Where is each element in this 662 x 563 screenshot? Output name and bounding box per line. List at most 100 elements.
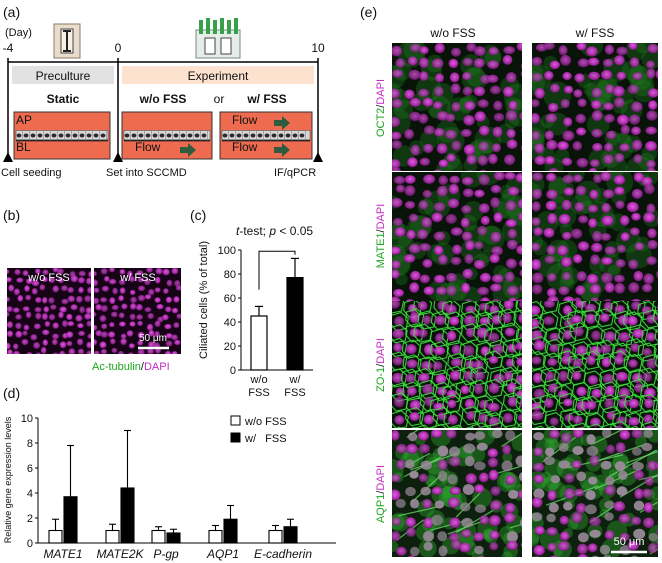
- nucleus: [165, 306, 172, 313]
- nucleus: [435, 333, 444, 343]
- nucleus: [604, 246, 616, 255]
- cell-nucleus: [194, 133, 200, 138]
- nucleus: [478, 399, 489, 409]
- nucleus: [15, 322, 22, 330]
- nucleus: [135, 304, 143, 311]
- nucleus: [558, 45, 568, 56]
- tight-junction: [627, 368, 647, 388]
- nucleus: [67, 295, 76, 303]
- nucleus: [52, 322, 59, 329]
- nucleus: [587, 375, 599, 385]
- nucleus: [175, 285, 181, 291]
- tight-junction: [637, 342, 657, 362]
- nucleus: [42, 339, 48, 347]
- nucleus: [67, 321, 75, 327]
- nucleus: [94, 324, 98, 331]
- cell-nucleus: [124, 133, 130, 138]
- c-ytick-label: 0: [230, 365, 236, 377]
- nucleus: [646, 358, 657, 370]
- nucleus: [603, 102, 614, 111]
- nucleus: [505, 430, 516, 441]
- nucleus: [633, 154, 643, 164]
- nucleus: [532, 284, 543, 295]
- nucleus: [118, 279, 126, 286]
- nucleus: [129, 276, 135, 283]
- nucleus: [462, 188, 474, 198]
- nucleus: [532, 172, 544, 182]
- nucleus: [627, 316, 638, 326]
- nucleus: [562, 271, 572, 281]
- nucleus: [110, 338, 116, 345]
- nucleus: [12, 307, 20, 313]
- d-ytick-label: 2: [27, 513, 33, 525]
- nucleus: [493, 172, 505, 181]
- nucleus: [586, 355, 596, 366]
- c-bar-chart: 0 20 40 60 80 100: [218, 245, 313, 377]
- tight-junction: [600, 327, 620, 347]
- nucleus: [575, 301, 587, 309]
- nucleus: [88, 270, 91, 278]
- nucleus: [645, 332, 656, 342]
- nucleus: [646, 159, 656, 169]
- nucleus: [562, 72, 572, 81]
- nucleus: [506, 531, 518, 543]
- nucleus: [43, 306, 50, 313]
- nucleus: [460, 502, 471, 512]
- nucleus: [543, 456, 555, 466]
- nucleus: [606, 170, 613, 171]
- nucleus: [473, 532, 485, 542]
- flow-arrow-1: [274, 116, 290, 130]
- nucleus: [480, 215, 490, 226]
- tight-junction: [539, 311, 559, 331]
- nucleus: [446, 430, 457, 439]
- ifqpcr-label: IF/qPCR: [274, 167, 316, 179]
- nucleus: [604, 500, 615, 509]
- tight-junction: [569, 322, 589, 342]
- nucleus: [572, 254, 583, 264]
- nucleus: [463, 443, 476, 454]
- nucleus: [644, 398, 654, 409]
- nucleus: [433, 274, 446, 284]
- nucleus: [646, 110, 658, 121]
- nucleus: [409, 470, 419, 479]
- nucleus: [409, 412, 420, 422]
- nucleus: [449, 316, 460, 326]
- d-category-label: E-cadherin: [254, 547, 312, 561]
- tight-junction: [513, 309, 522, 328]
- nucleus: [410, 546, 420, 557]
- nucleus: [66, 340, 73, 347]
- nucleus: [563, 117, 573, 127]
- nucleus: [421, 217, 432, 228]
- tight-junction: [651, 301, 658, 317]
- nucleus: [42, 297, 48, 304]
- nucleus: [633, 528, 646, 540]
- nucleus: [492, 126, 503, 138]
- nucleus: [506, 128, 516, 139]
- static-device-icon: [53, 23, 81, 59]
- nucleus: [446, 285, 457, 296]
- nucleus: [634, 383, 644, 393]
- nucleus: [17, 295, 24, 302]
- tight-junction: [572, 422, 590, 428]
- nucleus: [656, 529, 658, 536]
- nucleus: [137, 277, 144, 283]
- nucleus: [437, 387, 448, 396]
- nucleus: [549, 555, 559, 557]
- tight-junction: [613, 393, 633, 414]
- panel-c-label: (c): [190, 207, 206, 223]
- nucleus: [643, 430, 653, 438]
- nucleus: [478, 141, 490, 152]
- panel-a-label: (a): [3, 4, 20, 20]
- nucleus: [474, 241, 484, 250]
- nucleus: [490, 184, 502, 194]
- nucleus: [507, 186, 520, 196]
- nucleus: [86, 350, 91, 354]
- nucleus: [392, 45, 403, 57]
- nucleus: [516, 43, 522, 52]
- tight-junction: [581, 309, 601, 329]
- cell-nucleus: [44, 133, 50, 138]
- nucleus: [448, 58, 459, 69]
- nucleus: [404, 175, 416, 184]
- nucleus: [645, 126, 657, 135]
- cell-nucleus: [187, 133, 193, 138]
